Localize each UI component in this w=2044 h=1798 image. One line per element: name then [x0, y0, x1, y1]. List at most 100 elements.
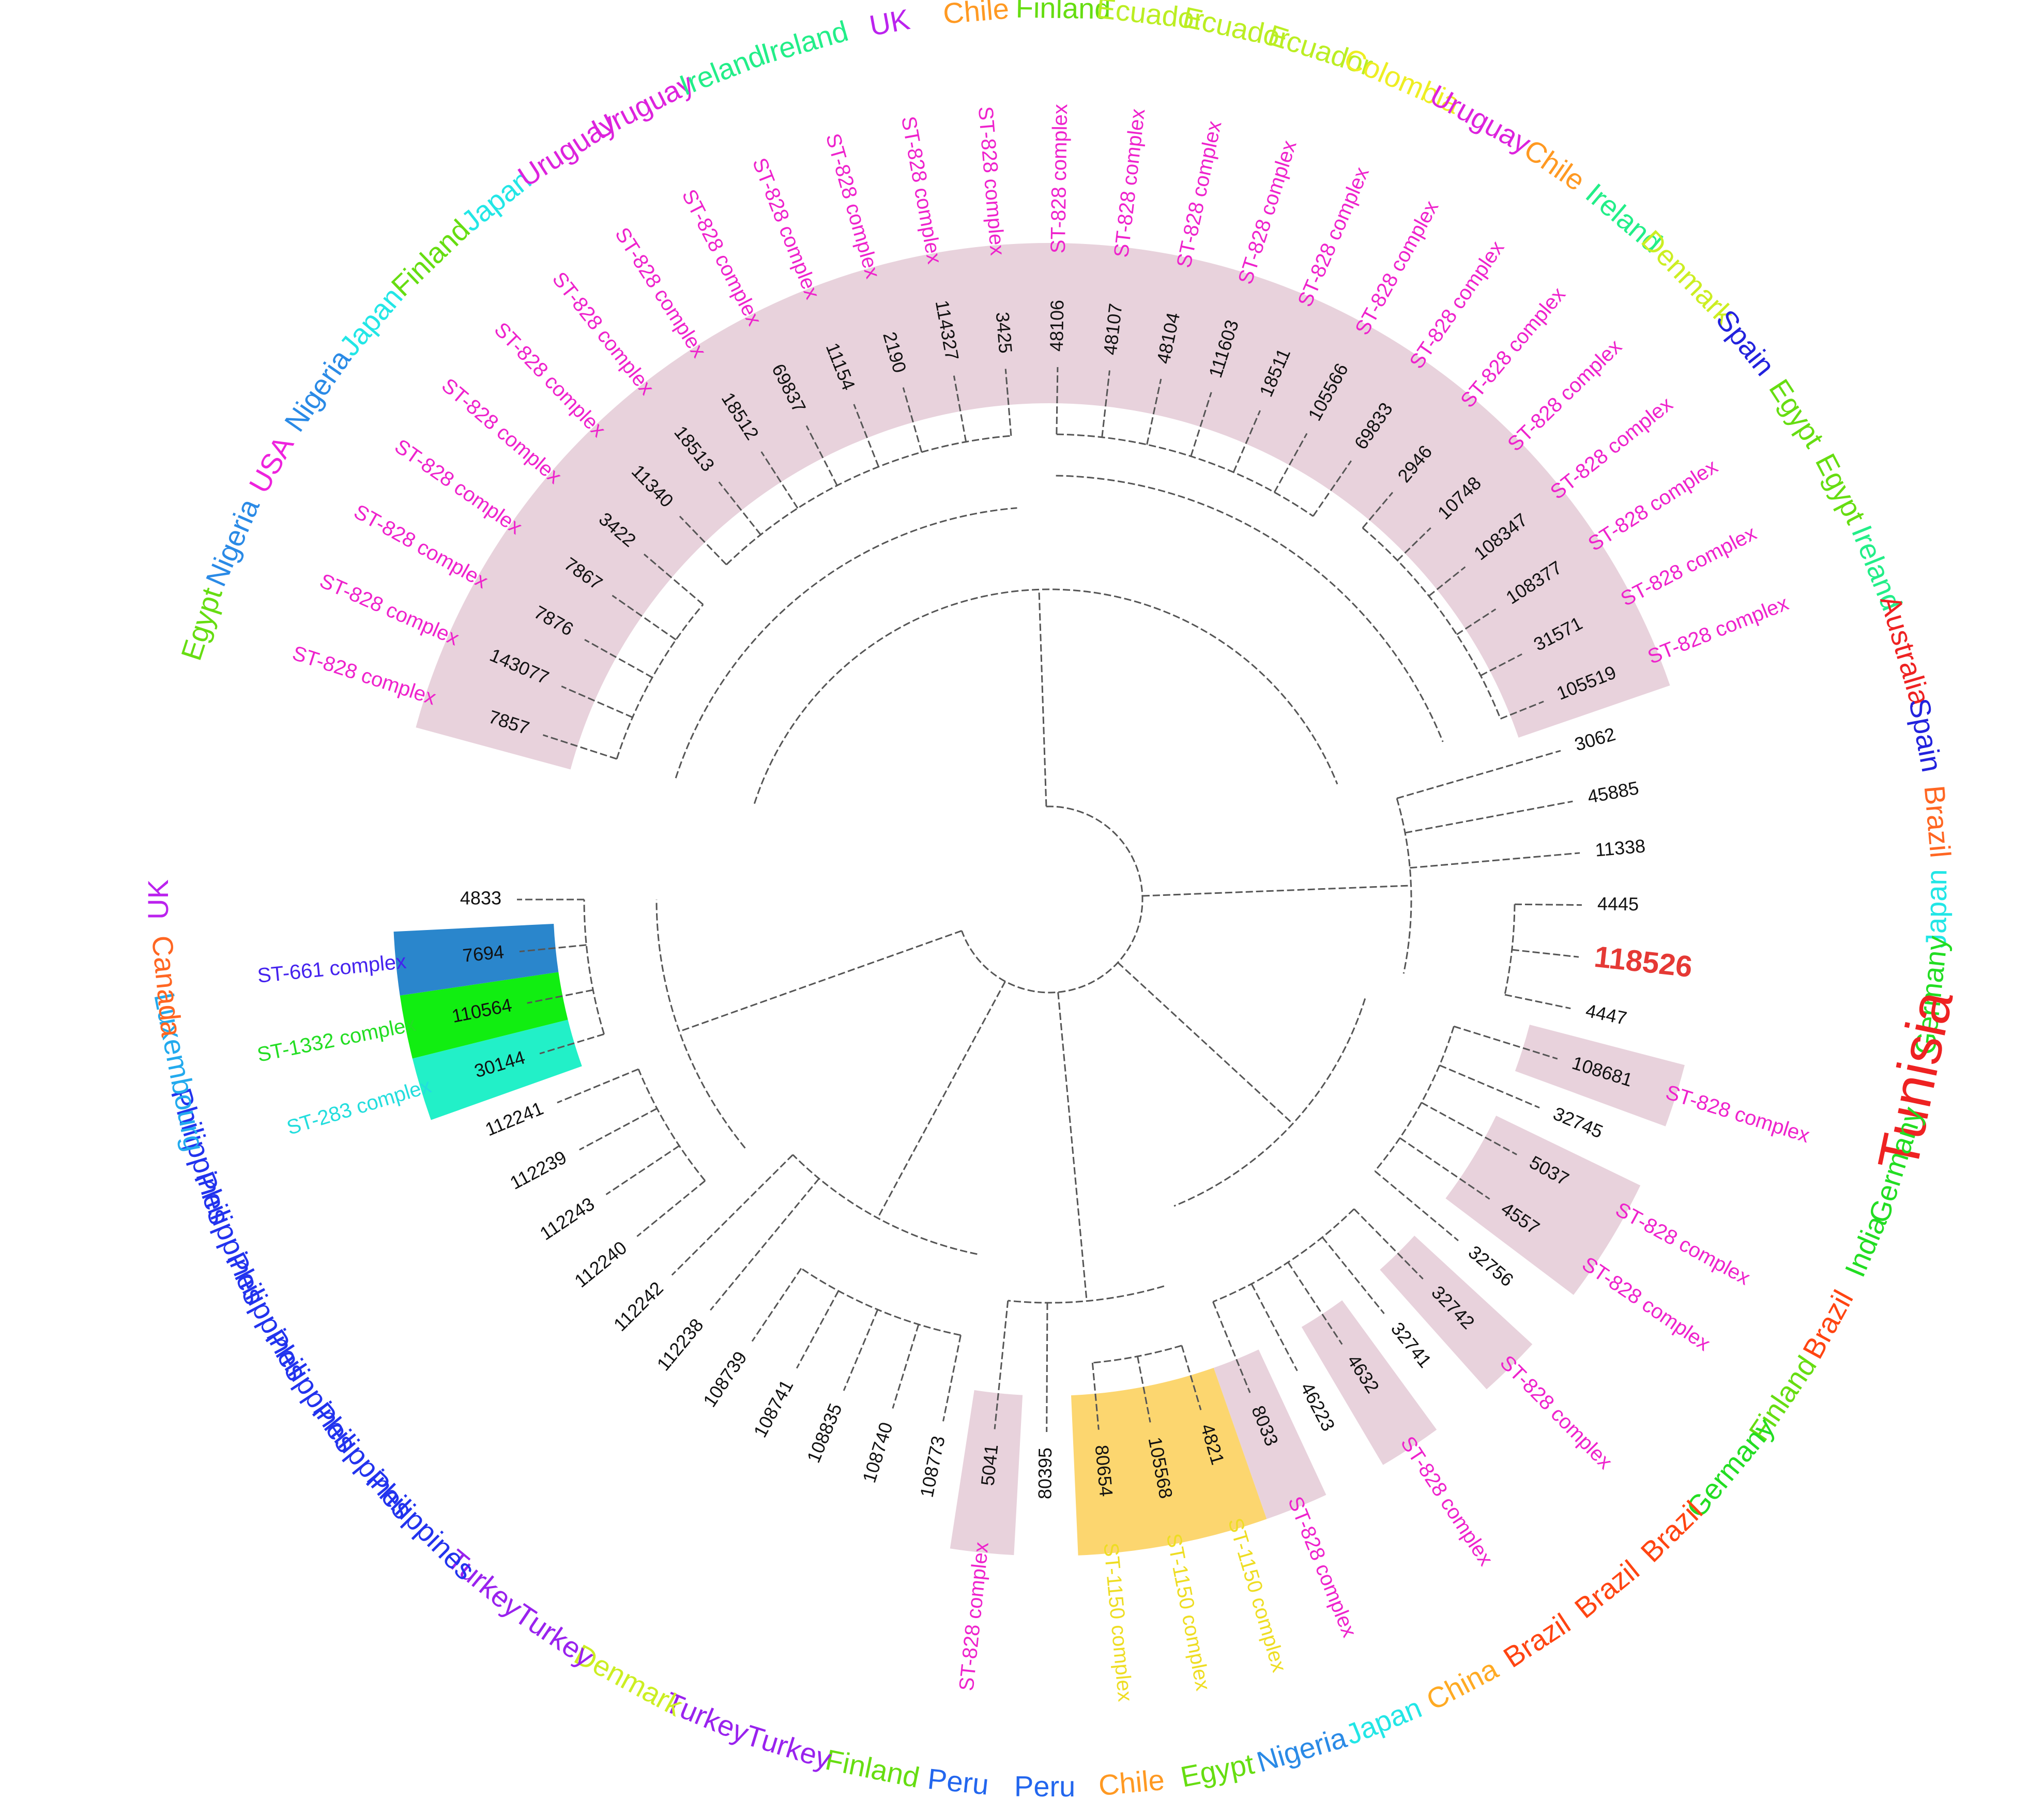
complex-label-105519: ST-828 complex: [1644, 592, 1792, 668]
leaf-branch-18512: [760, 451, 799, 509]
leaf-id-112243: 112243: [536, 1193, 599, 1244]
leaf-branch-18513: [718, 481, 761, 536]
branch-arc-14: [792, 1154, 978, 1255]
complex-label-32742: ST-828 complex: [1496, 1351, 1616, 1474]
clade-highlight-9: [400, 972, 568, 1059]
leaf-branch-10748: [1397, 527, 1431, 561]
leaf-branch-5037: [1421, 1102, 1517, 1155]
leaf-branch-18511: [1232, 410, 1261, 473]
leaf-id-46223: 46223: [1296, 1379, 1339, 1435]
leaf-branch-69837: [805, 425, 838, 486]
country-label-5041: Peru: [926, 1762, 990, 1798]
leaf-branch-3062: [1396, 750, 1561, 799]
leaf-id-4447: 4447: [1584, 1000, 1629, 1029]
leaf-branch-11340: [679, 515, 727, 566]
leaf-id-112240: 112240: [570, 1237, 631, 1291]
complex-label-31571: ST-828 complex: [1617, 522, 1760, 611]
branch-arc-0: [753, 588, 1338, 804]
complex-label-5041: ST-828 complex: [955, 1541, 993, 1692]
leaf-branch-112238: [710, 1178, 820, 1311]
leaf-id-112239: 112239: [507, 1146, 570, 1193]
complex-label-69833: ST-828 complex: [1405, 237, 1508, 373]
complex-label-108681: ST-828 complex: [1663, 1081, 1812, 1147]
leaf-branch-108739: [751, 1268, 802, 1342]
leaf-branch-5041: [994, 1300, 1009, 1429]
complex-label-4557: ST-828 complex: [1578, 1253, 1714, 1355]
country-label-8033: Japan: [1341, 1691, 1426, 1751]
leaf-branch-32745: [1439, 1064, 1540, 1109]
country-label-114327: UK: [867, 3, 912, 42]
leaf-branch-11338: [1410, 852, 1580, 869]
complex-label-69837: ST-828 complex: [677, 186, 766, 329]
leaf-branch-45885: [1405, 800, 1573, 834]
branch-arc-12: [1008, 1285, 1165, 1304]
leaf-branch-8033: [1212, 1301, 1251, 1393]
branch-arc-5: [1056, 433, 1314, 517]
leaf-id-118526: 118526: [1593, 940, 1694, 984]
country-label-4445: Japan: [1919, 869, 1953, 948]
clade-highlight-7: [950, 1390, 1023, 1556]
leaf-id-32741: 32741: [1387, 1318, 1436, 1372]
country-label-4821: Nigeria: [1253, 1721, 1351, 1778]
branch-arc-2: [1056, 475, 1444, 742]
leaf-branch-4821: [1181, 1345, 1202, 1410]
country-label-108377: Egypt: [1763, 373, 1831, 453]
complex-label-110564: ST-1332 complex: [255, 1013, 418, 1066]
complex-label-48104: ST-828 complex: [1172, 119, 1226, 270]
country-label-7876: USA: [242, 430, 300, 498]
complex-label-105568: ST-1150 complex: [1162, 1532, 1215, 1693]
country-label-31571: Egypt: [1809, 448, 1872, 529]
leaf-id-3425: 3425: [992, 311, 1016, 354]
leaf-id-4833: 4833: [460, 888, 501, 909]
leaf-branch-111603: [1190, 392, 1212, 457]
complex-label-2190: ST-828 complex: [821, 131, 884, 281]
country-label-80654: Chile: [1097, 1763, 1166, 1798]
country-label-11340: Finland: [385, 213, 476, 302]
leaf-id-108739: 108739: [699, 1347, 751, 1411]
leaf-branch-3422: [643, 553, 704, 605]
clade-highlight-4: [1301, 1300, 1437, 1465]
branch-arc-13: [1092, 1345, 1182, 1364]
leaf-branch-2190: [902, 387, 923, 452]
complex-label-48106: ST-828 complex: [1047, 104, 1072, 254]
leaf-branch-114327: [953, 375, 967, 442]
leaf-branch-108741: [796, 1290, 840, 1369]
leaf-branch-80654: [1091, 1362, 1100, 1430]
leaf-branch-4445: [1514, 903, 1582, 906]
country-label-7694: Canada: [146, 934, 188, 1039]
leaf-id-5041: 5041: [977, 1443, 1002, 1487]
leaf-branch-48104: [1146, 378, 1162, 445]
country-label-108740: Turkey: [742, 1718, 835, 1775]
leaf-branch-4632: [1287, 1261, 1343, 1345]
complex-label-30144: ST-283 complex: [284, 1074, 434, 1139]
complex-label-80654: ST-1150 complex: [1099, 1542, 1136, 1702]
country-label-4632: Brazil: [1498, 1607, 1576, 1674]
leaf-branch-7694: [519, 944, 587, 953]
leaf-branch-48106: [1056, 367, 1059, 435]
clade-highlight-2: [1445, 1116, 1641, 1295]
leaf-branch-32741: [1321, 1237, 1385, 1314]
leaf-branch-4447: [1504, 994, 1571, 1010]
leaf-id-80654: 80654: [1091, 1444, 1117, 1497]
country-label-3425: Chile: [942, 0, 1010, 30]
complex-label-7857: ST-828 complex: [289, 642, 438, 709]
leaf-id-112238: 112238: [652, 1314, 707, 1375]
country-label-80395: Peru: [1014, 1770, 1076, 1798]
country-label-108739: Turkey: [509, 1597, 600, 1673]
leaf-id-112242: 112242: [609, 1277, 667, 1335]
leaf-branch-2946: [1362, 492, 1394, 529]
leaf-id-80395: 80395: [1034, 1447, 1056, 1499]
complex-label-18512: ST-828 complex: [611, 223, 710, 361]
branch-arc-18: [637, 1069, 706, 1182]
leaf-branch-108347: [1428, 566, 1466, 597]
leaf-branch-112240: [636, 1180, 706, 1237]
tree-branches: [517, 367, 1582, 1432]
leaf-branch-112243: [605, 1145, 680, 1195]
branch-arc-6: [1362, 527, 1501, 719]
leaf-branch-4557: [1399, 1137, 1490, 1200]
leaf-id-108741: 108741: [749, 1376, 797, 1441]
leaf-branch-108773: [942, 1335, 962, 1422]
leaf-branch-7876: [584, 638, 653, 678]
leaf-id-112241: 112241: [482, 1098, 546, 1140]
country-label-105566: Uruguay: [1425, 79, 1536, 160]
